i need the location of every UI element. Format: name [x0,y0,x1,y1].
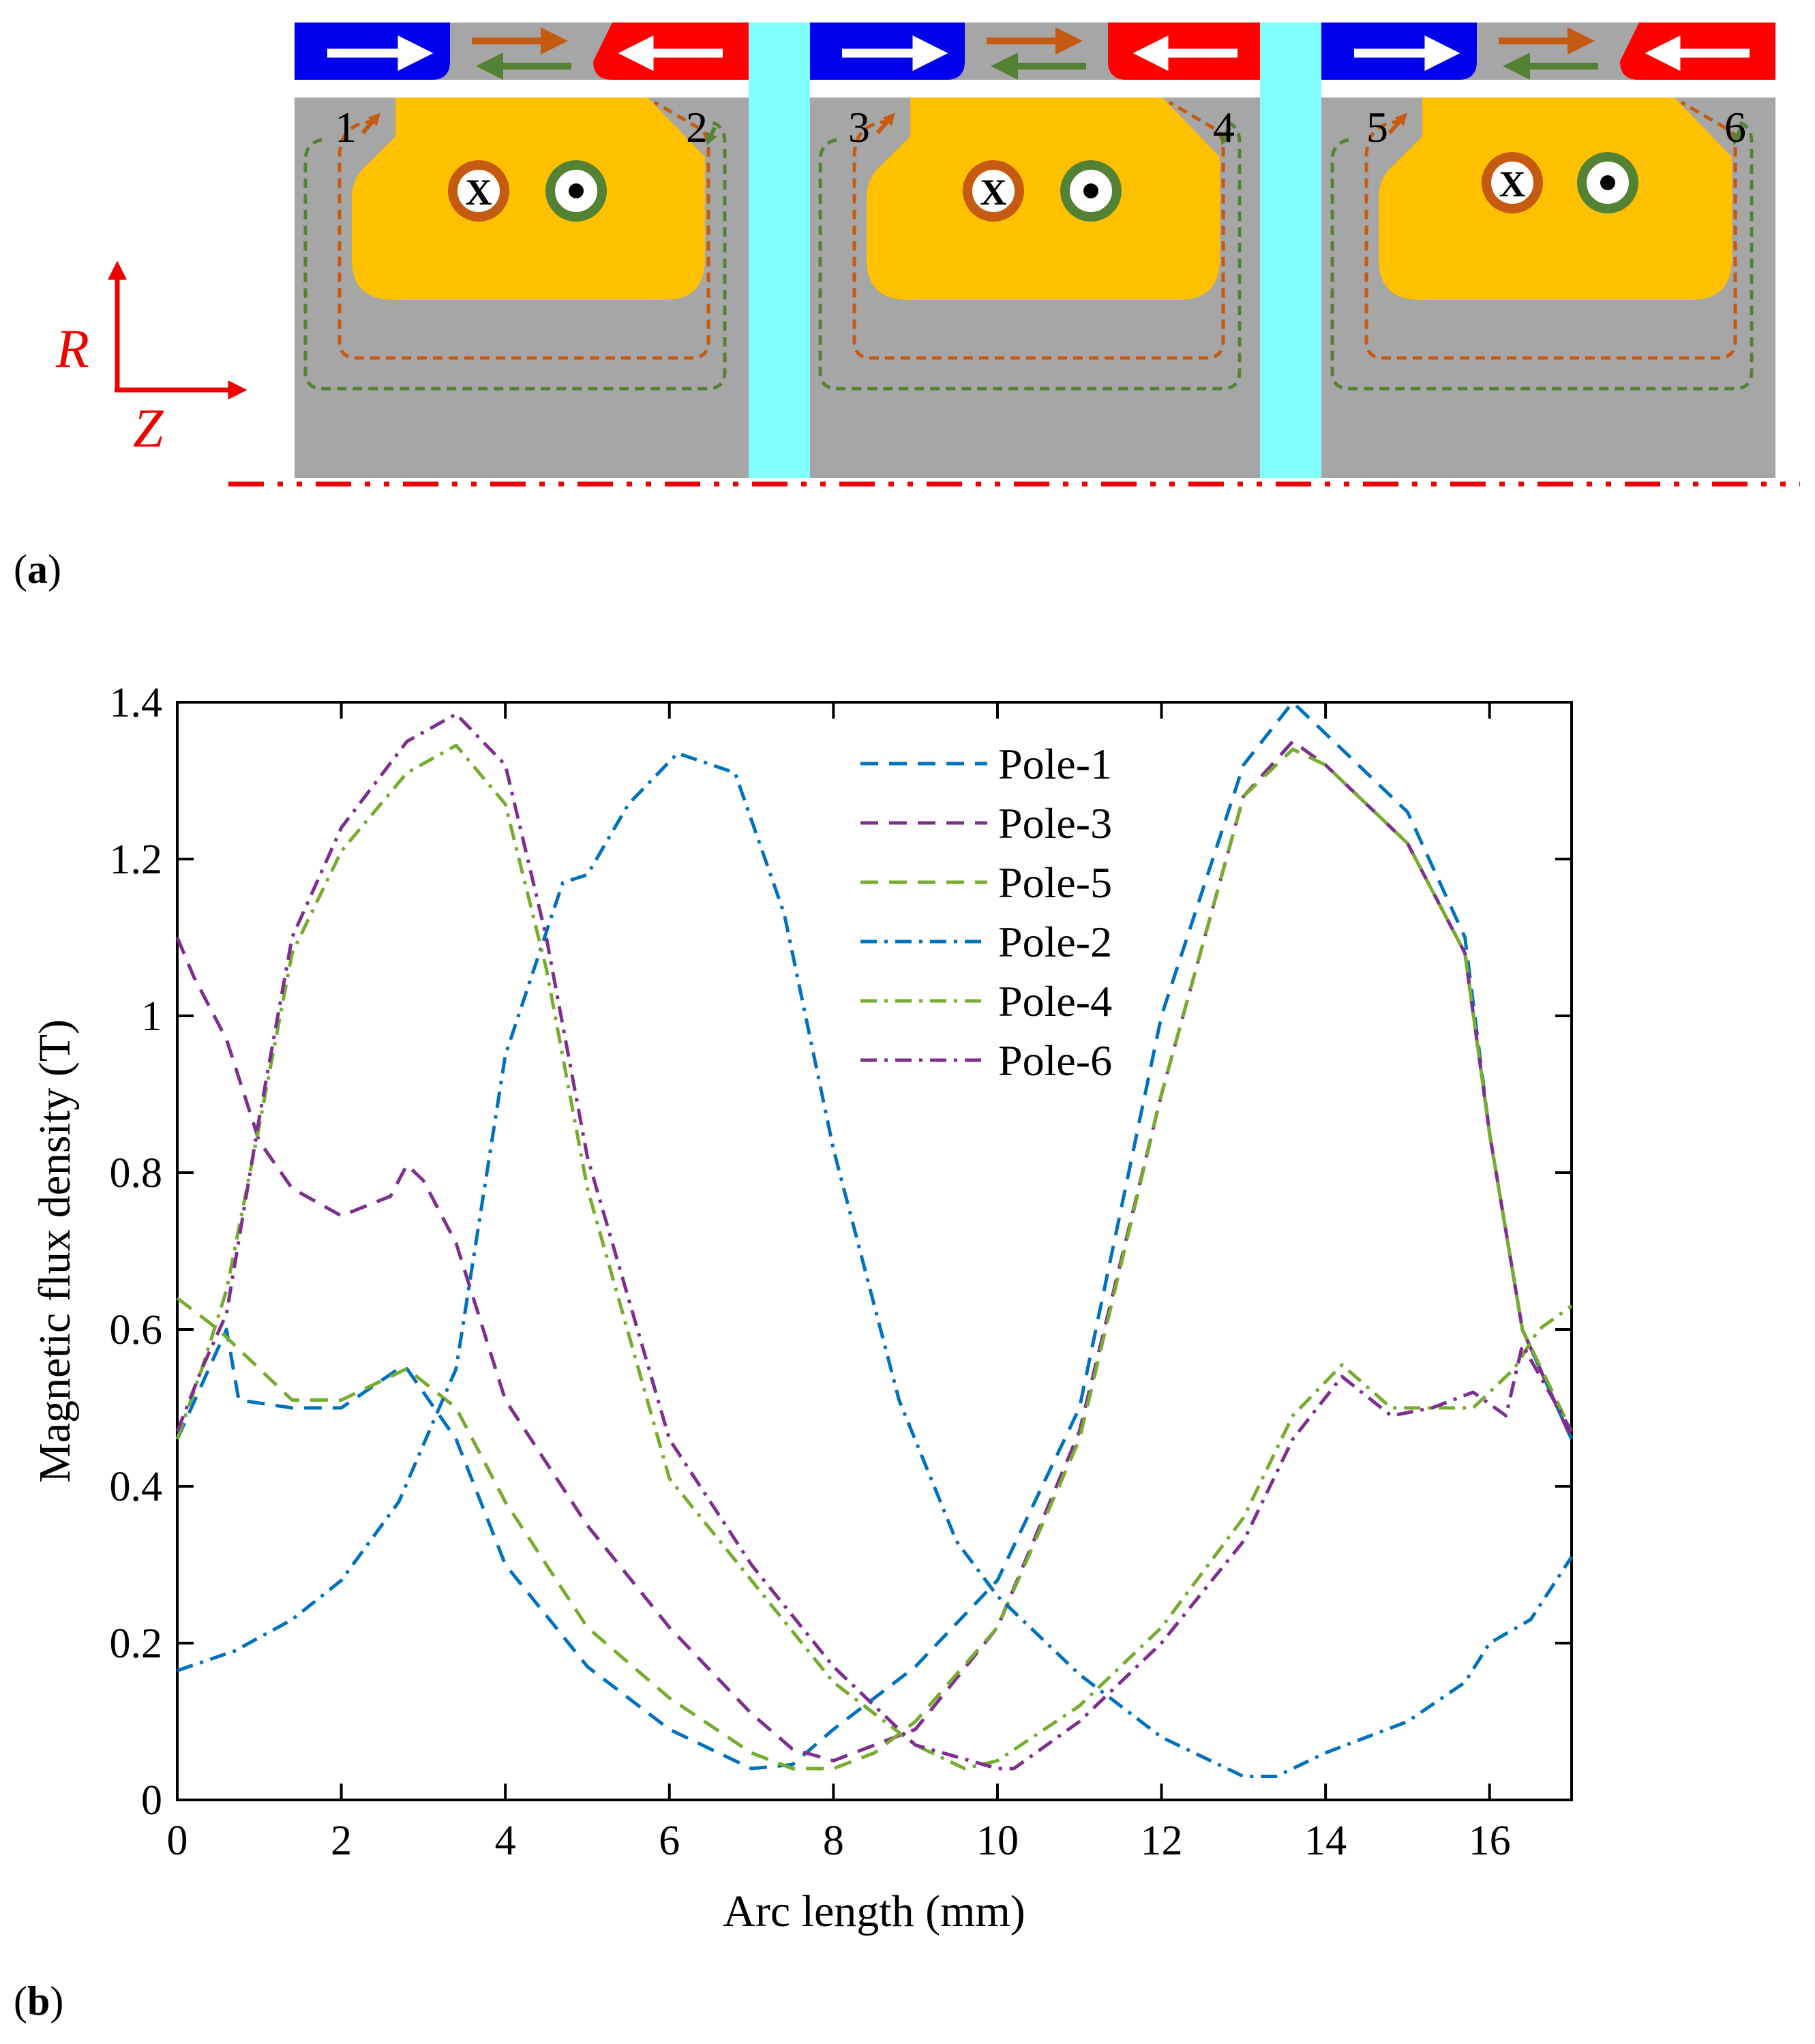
stator-unit-2: X [818,97,1242,391]
y-axis-label: Magnetic flux density (T) [30,1019,80,1483]
y-tick-label: 0 [141,1777,162,1824]
x-tick-label: 14 [1304,1818,1347,1864]
y-tick-label: 1.4 [110,680,163,726]
legend-label-pole-2: Pole-2 [998,918,1112,966]
panel-b-label: (b) [14,1979,63,2024]
winding-in-orange [1482,152,1543,213]
spacer-cyan-1 [749,22,810,478]
x-tick-label: 16 [1469,1818,1511,1864]
spacer-cyan-2 [1260,22,1321,478]
coil-slot [352,97,705,300]
x-tick-label: 12 [1141,1818,1183,1864]
magnet-group-2 [809,22,1263,80]
y-tick-label: 1.2 [110,837,163,883]
stator-unit-1: X [303,97,727,391]
magnet-group-3 [1321,22,1775,80]
winding-in-orange [448,160,509,222]
series-line-pole-4 [175,743,1573,1771]
y-tick-label: 0.8 [110,1150,163,1197]
legend-label-pole-3: Pole-3 [998,799,1112,847]
x-tick-label: 8 [823,1818,844,1864]
legend-label-pole-5: Pole-5 [998,858,1112,907]
stator-unit-3: X [1330,97,1754,391]
pole-number-3: 3 [848,103,870,151]
x-tick-label: 2 [331,1818,352,1864]
panel-a-label: (a) [14,547,61,592]
panel-a-diagram: X X X 1 2 3 4 [55,22,1800,487]
winding-in-orange [963,160,1024,222]
magnet-strip-background [295,22,1775,80]
pole-number-5: 5 [1366,103,1388,151]
flux-path-green [1330,121,1754,391]
series-line-pole-6 [175,712,1574,1771]
y-tick-label: 0.2 [110,1621,163,1667]
coil-slot [1379,97,1732,300]
coordinate-axes: R Z [55,260,247,459]
pole-number-6: 6 [1724,103,1746,151]
winding-out-dot-icon [1600,175,1615,190]
y-tick-label: 0.6 [110,1307,163,1353]
flux-arrowhead-green-icon [1732,126,1744,146]
x-tick-label: 10 [976,1818,1019,1864]
flux-path-green [818,121,1242,391]
axis-z-label: Z [133,399,164,459]
flux-arrowhead-orange-icon [1388,112,1407,134]
pole-number-1: 1 [335,103,357,151]
axis-layer: 0 2 4 6 8 10 12 14 16 0 0.2 0.4 0.6 0.8 1 1.2 1.4 [110,680,1572,1864]
winding-in-symbol: X [980,172,1007,213]
pole-number-4: 4 [1213,103,1235,151]
x-tick-label: 6 [659,1818,680,1864]
axis-r-label: R [55,319,89,379]
y-tick-label: 0.4 [110,1464,163,1510]
magnet-group-1 [295,22,749,80]
flux-density-chart: 0 2 4 6 8 10 12 14 16 0 0.2 0.4 0.6 0.8 1 1.2 1.4 Pole-1… [30,680,1574,1936]
legend-label-pole-1: Pole-1 [998,740,1112,788]
flux-arrowhead-green-icon [706,126,717,146]
flux-arrowhead-green-icon [1220,126,1232,146]
series-layer [175,700,1574,1778]
winding-in-symbol: X [466,172,492,213]
flux-arrowhead-orange-icon [361,112,380,134]
series-line-pole-3 [175,740,1574,1762]
coil-slot [867,97,1220,300]
plot-frame [176,701,1573,1801]
series-line-pole-5 [176,747,1574,1771]
series-line-pole-2 [177,751,1574,1778]
winding-out-dot-icon [1083,183,1098,198]
winding-out-dot-icon [569,183,584,198]
legend-label-pole-6: Pole-6 [998,1036,1112,1085]
x-tick-label: 0 [167,1818,188,1864]
legend: Pole-1 Pole-3 Pole-5 Pole-2 Pole-4 Pole-6 [860,740,1112,1085]
flux-arrowhead-orange-icon [875,112,895,134]
flux-path-green [303,121,727,391]
pole-number-2: 2 [686,103,708,151]
x-tick-label: 4 [495,1818,516,1864]
y-tick-label: 1 [141,993,162,1040]
x-axis-label: Arc length (mm) [723,1887,1025,1936]
winding-in-symbol: X [1499,164,1526,205]
legend-label-pole-4: Pole-4 [998,977,1112,1025]
series-line-pole-1 [175,700,1574,1771]
